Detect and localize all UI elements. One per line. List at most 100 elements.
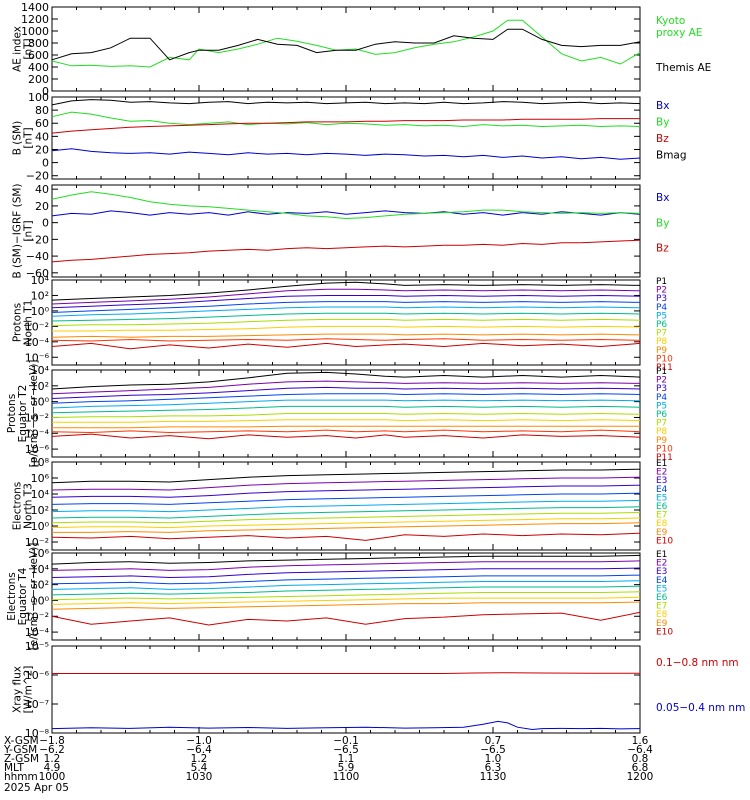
legend-entry: P1 bbox=[656, 277, 667, 287]
y-tick-label: 40 bbox=[35, 130, 49, 143]
y-tick-label: 10⁶ bbox=[31, 547, 50, 560]
panel-3: −60 −40 −20 0 20 40 B (SM)−IGRF (SM) [nT] Bx By Bz bbox=[12, 183, 670, 280]
y-axis-label: B (SM) bbox=[12, 121, 24, 155]
legend-entry: E1 bbox=[656, 459, 667, 469]
legend-entry: Themis AE bbox=[655, 62, 711, 74]
series-line-P4 bbox=[51, 393, 641, 404]
series-line-P3 bbox=[51, 294, 641, 309]
legend-entry: P3 bbox=[656, 294, 667, 304]
series-line-By bbox=[51, 191, 641, 220]
series-line-E7 bbox=[51, 591, 641, 601]
y-tick-label: 10⁻⁶ bbox=[25, 443, 50, 456]
y-axis-label: [nT] bbox=[23, 220, 35, 241]
legend-entry: E10 bbox=[656, 536, 673, 546]
orbit-value: 1100 bbox=[333, 771, 360, 783]
series-line-P5 bbox=[51, 399, 641, 409]
y-tick-label: −20 bbox=[26, 170, 49, 183]
y-tick-label: 10⁰ bbox=[31, 396, 50, 409]
orbit-value: 4.9 bbox=[44, 762, 61, 774]
y-tick-label: 10⁻⁵ bbox=[25, 640, 49, 653]
y-tick-label: 1000 bbox=[21, 25, 49, 38]
y-tick-label: 0 bbox=[42, 217, 49, 230]
series-line-P5 bbox=[51, 306, 641, 317]
y-tick-label: 20 bbox=[35, 200, 49, 213]
y-tick-label: 10⁴ bbox=[31, 488, 50, 501]
orbit-row-label: hhmm bbox=[4, 771, 38, 783]
y-axis-label: [p/(cm²−s−sr−keV)] bbox=[28, 360, 40, 468]
legend-entry: By bbox=[656, 217, 669, 229]
y-tick-label: −20 bbox=[26, 233, 49, 246]
orbit-value: −6.5 bbox=[333, 744, 359, 756]
legend-entry: P2 bbox=[656, 376, 667, 386]
series-line-E9 bbox=[51, 601, 641, 610]
series-line-E1 bbox=[51, 554, 641, 565]
series-line-E3 bbox=[51, 567, 641, 579]
series-line-Bz bbox=[51, 239, 641, 263]
panel-frame bbox=[51, 279, 641, 366]
y-tick-label: 10⁻⁶ bbox=[25, 669, 50, 682]
y-tick-label: 10⁻⁷ bbox=[25, 698, 49, 711]
series-line-E4 bbox=[51, 492, 641, 505]
y-axis-label: Xray flux bbox=[12, 666, 24, 713]
y-axis-label: Protons bbox=[12, 303, 24, 342]
series-line-P10 bbox=[51, 338, 641, 342]
legend-entry: P7 bbox=[656, 419, 667, 429]
legend-entry: Bx bbox=[656, 192, 669, 204]
series-line-P8 bbox=[52, 325, 641, 332]
legend-entry: E6 bbox=[656, 593, 668, 603]
y-tick-label: 10⁻⁶ bbox=[25, 351, 50, 364]
series-line-P2 bbox=[51, 288, 641, 305]
y-axis-label: Electrons bbox=[12, 482, 24, 531]
legend-entry: 0.05−0.4 nm nm bbox=[656, 702, 745, 714]
panel-5: 10⁴ 10² 10⁰ 10⁻² 10⁻⁴ 10⁻⁶ Protons Equator T2 [p… bbox=[6, 360, 673, 468]
panel-frame bbox=[51, 184, 641, 278]
orbit-row-label: Y-GSM bbox=[3, 744, 37, 756]
legend-entry: E2 bbox=[656, 559, 667, 569]
orbit-value: 1030 bbox=[186, 771, 213, 783]
y-tick-label: 10⁻⁸ bbox=[25, 727, 50, 740]
series-line-By bbox=[51, 111, 641, 128]
orbit-value: −1.0 bbox=[186, 735, 212, 747]
legend-entry: P11 bbox=[656, 363, 673, 373]
y-tick-label: 10² bbox=[31, 289, 49, 302]
series-line-P11 bbox=[51, 433, 641, 440]
y-tick-label: 10⁶ bbox=[31, 472, 50, 485]
legend-entry: P4 bbox=[656, 303, 667, 313]
y-tick-label: −40 bbox=[26, 250, 49, 263]
legend-entry: Kyoto bbox=[656, 15, 685, 27]
legend-entry: E3 bbox=[656, 567, 667, 577]
orbit-row-label: X-GSM bbox=[4, 735, 39, 747]
orbit-value: 5.4 bbox=[191, 762, 208, 774]
legend-entry: 0.1−0.8 nm nm bbox=[656, 657, 739, 669]
orbit-value: −1.8 bbox=[39, 735, 65, 747]
orbit-value: 1.6 bbox=[632, 735, 649, 747]
legend-entry: E4 bbox=[656, 576, 668, 586]
series-line-E6 bbox=[51, 585, 641, 596]
legend-entry: P8 bbox=[656, 427, 667, 437]
legend-entry: P5 bbox=[656, 311, 667, 321]
y-axis-label: North T1 bbox=[23, 300, 35, 346]
orbit-value: 5.9 bbox=[338, 762, 355, 774]
orbit-value: 1.2 bbox=[44, 753, 61, 765]
orbit-date: 2025 Apr 05 bbox=[4, 782, 69, 794]
y-tick-label: 0 bbox=[42, 85, 49, 98]
y-tick-label: 10⁻² bbox=[25, 536, 49, 549]
series-line-Bz bbox=[51, 118, 640, 134]
orbit-value: 1200 bbox=[627, 771, 654, 783]
series-line-P6 bbox=[51, 312, 641, 322]
series-line-0.05–0.4 nm bbox=[51, 720, 641, 731]
y-tick-label: 10⁻⁴ bbox=[25, 336, 50, 349]
series-line-P8 bbox=[52, 419, 641, 423]
orbit-value: 6.8 bbox=[632, 762, 649, 774]
legend-entry: E8 bbox=[656, 610, 668, 620]
series-line-E2 bbox=[51, 476, 641, 491]
legend-entry: P9 bbox=[656, 436, 667, 446]
y-tick-label: 400 bbox=[28, 61, 49, 74]
y-tick-label: 10⁴ bbox=[31, 364, 50, 377]
legend-entry: E7 bbox=[656, 511, 667, 521]
legend-entry: P11 bbox=[656, 453, 673, 463]
